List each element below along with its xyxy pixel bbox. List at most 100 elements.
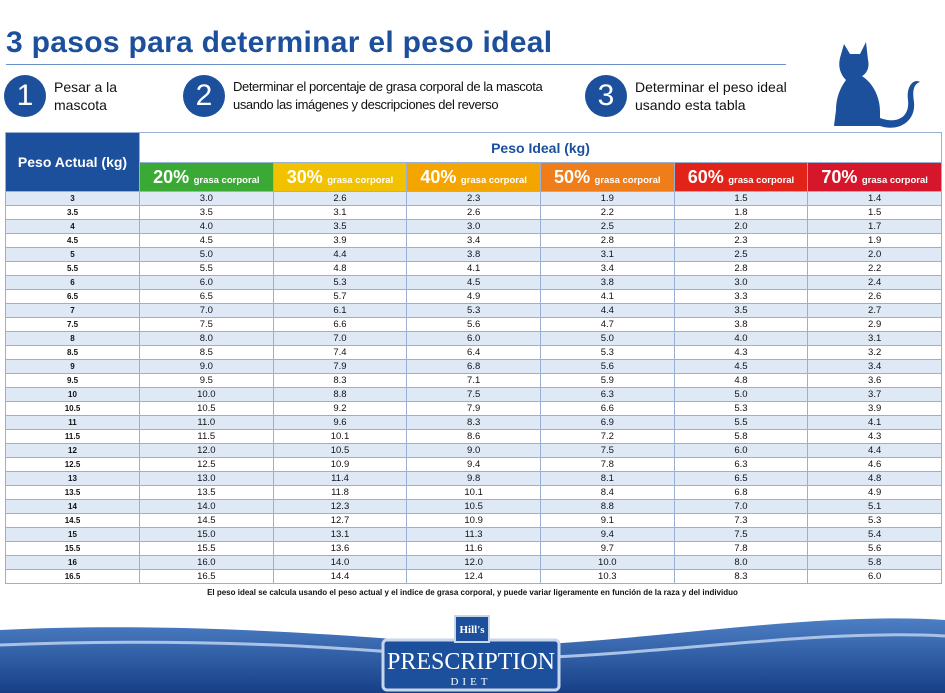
actual-weight: 8 bbox=[5, 331, 140, 346]
ideal-weight: 10.5 bbox=[406, 499, 541, 514]
ideal-weight: 4.3 bbox=[807, 429, 942, 444]
ideal-weight: 8.3 bbox=[673, 569, 809, 584]
actual-weight: 9.5 bbox=[5, 373, 140, 388]
actual-weight: 10 bbox=[5, 387, 140, 402]
ideal-weight: 2.6 bbox=[272, 191, 408, 206]
actual-weight: 16 bbox=[5, 555, 140, 570]
actual-weight: 16.5 bbox=[5, 569, 140, 584]
header-row: 20% grasa corporal 30% grasa corporal 40% … bbox=[6, 162, 942, 192]
ideal-weight: 2.3 bbox=[673, 233, 809, 248]
column-header: 70% grasa corporal bbox=[807, 162, 942, 192]
ideal-weight: 4.7 bbox=[539, 317, 675, 332]
ideal-weight: 3.4 bbox=[406, 233, 541, 248]
percent: 30% bbox=[286, 166, 323, 187]
footnote: El peso ideal se calcula usando el peso … bbox=[207, 588, 738, 597]
actual-weight: 10.5 bbox=[5, 401, 140, 416]
ideal-weight: 3.8 bbox=[406, 247, 541, 262]
ideal-weight: 14.0 bbox=[272, 555, 408, 570]
weight-table: Peso Actual (kg) Peso Ideal (kg) 20% gra… bbox=[5, 131, 942, 584]
ideal-weight: 3.0 bbox=[406, 219, 541, 234]
ideal-weight: 5.3 bbox=[673, 401, 809, 416]
table-row: 16.5 16.5 14.4 12.4 10.3 8.3 6.0 bbox=[5, 569, 942, 584]
actual-weight: 4 bbox=[5, 219, 140, 234]
ideal-weight: 4.1 bbox=[539, 289, 675, 304]
ideal-weight: 11.5 bbox=[139, 429, 274, 444]
table-row: 9.5 9.5 8.3 7.1 5.9 4.8 3.6 bbox=[5, 373, 942, 388]
ideal-weight: 10.0 bbox=[139, 387, 274, 402]
step: 1 Pesar a la mascota bbox=[4, 75, 117, 117]
ideal-weight: 4.4 bbox=[272, 247, 408, 262]
ideal-weight: 5.3 bbox=[272, 275, 408, 290]
percent-label: grasa corporal bbox=[728, 174, 795, 186]
ideal-weight: 5.0 bbox=[139, 247, 274, 262]
ideal-weight: 4.9 bbox=[807, 485, 942, 500]
ideal-weight: 9.0 bbox=[139, 359, 274, 374]
ideal-weight: 8.4 bbox=[539, 485, 675, 500]
actual-weight: 12.5 bbox=[5, 457, 140, 472]
ideal-weight: 7.5 bbox=[539, 443, 675, 458]
table-row: 5.5 5.5 4.8 4.1 3.4 2.8 2.2 bbox=[5, 261, 942, 276]
ideal-weight: 4.1 bbox=[406, 261, 541, 276]
ideal-weight: 3.1 bbox=[272, 205, 408, 220]
ideal-weight: 1.9 bbox=[539, 191, 675, 206]
ideal-weight: 6.1 bbox=[272, 303, 408, 318]
ideal-weight: 2.4 bbox=[807, 275, 942, 290]
ideal-weight: 1.5 bbox=[807, 205, 942, 220]
ideal-weight: 9.4 bbox=[539, 527, 675, 542]
ideal-weight: 10.0 bbox=[539, 555, 675, 570]
ideal-weight: 2.0 bbox=[673, 219, 809, 234]
ideal-weight: 9.8 bbox=[406, 471, 541, 486]
step: 3 Determinar el peso ideal usando esta ta… bbox=[585, 75, 787, 117]
ideal-weight: 3.9 bbox=[807, 401, 942, 416]
ideal-weight: 5.0 bbox=[673, 387, 809, 402]
percent: 60% bbox=[687, 166, 724, 187]
ideal-weight: 7.0 bbox=[139, 303, 274, 318]
table-row: 12.5 12.5 10.9 9.4 7.8 6.3 4.6 bbox=[5, 457, 942, 472]
ideal-weight: 10.9 bbox=[272, 457, 408, 472]
logo-brand: Hill's bbox=[459, 624, 485, 636]
actual-weight: 9 bbox=[5, 359, 140, 374]
ideal-weight: 3.5 bbox=[272, 219, 408, 234]
rule bbox=[6, 64, 786, 65]
ideal-weight: 13.0 bbox=[139, 471, 274, 486]
ideal-weight: 15.0 bbox=[139, 527, 274, 542]
ideal-weight: 1.9 bbox=[807, 233, 942, 248]
percent: 40% bbox=[420, 166, 457, 187]
ideal-weight: 13.5 bbox=[139, 485, 274, 500]
ideal-weight: 3.4 bbox=[807, 359, 942, 374]
ideal-weight: 2.3 bbox=[406, 191, 541, 206]
ideal-weight: 10.9 bbox=[406, 513, 541, 528]
ideal-weight: 3.0 bbox=[139, 191, 274, 206]
ideal-weight: 7.4 bbox=[272, 345, 408, 360]
step: 2 Determinar el porcentaje de grasa corp… bbox=[183, 75, 543, 117]
actual-weight: 6.5 bbox=[5, 289, 140, 304]
ideal-weight: 14.5 bbox=[139, 513, 274, 528]
ideal-weight: 7.1 bbox=[406, 373, 541, 388]
table-row: 15.5 15.5 13.6 11.6 9.7 7.8 5.6 bbox=[5, 541, 942, 556]
ideal-weight: 6.4 bbox=[406, 345, 541, 360]
ideal-weight: 6.3 bbox=[673, 457, 809, 472]
percent-label: grasa corporal bbox=[460, 174, 527, 186]
line: Pesar a la bbox=[54, 79, 118, 95]
ideal-weight: 8.0 bbox=[673, 555, 809, 570]
ideal-weight: 9.7 bbox=[539, 541, 675, 556]
table-row: 14.5 14.5 12.7 10.9 9.1 7.3 5.3 bbox=[5, 513, 942, 528]
ideal-weight: 16.5 bbox=[139, 569, 274, 584]
ideal-weight: 4.8 bbox=[673, 373, 809, 388]
ideal-weight: 4.9 bbox=[406, 289, 541, 304]
row-header: Peso Actual (kg) bbox=[5, 132, 140, 192]
ideal-weight: 2.2 bbox=[539, 205, 675, 220]
actual-weight: 14 bbox=[5, 499, 140, 514]
ideal-weight: 3.8 bbox=[673, 317, 809, 332]
ideal-weight: 7.8 bbox=[539, 457, 675, 472]
ideal-weight: 3.1 bbox=[539, 247, 675, 262]
step-text: Pesar a la mascota bbox=[54, 78, 117, 114]
actual-weight: 5.5 bbox=[5, 261, 140, 276]
line: mascota bbox=[54, 97, 107, 113]
ideal-weight: 5.6 bbox=[406, 317, 541, 332]
ideal-weight: 7.0 bbox=[673, 499, 809, 514]
ideal-weight: 11.0 bbox=[139, 415, 274, 430]
ideal-weight: 9.1 bbox=[539, 513, 675, 528]
table-row: 12 12.0 10.5 9.0 7.5 6.0 4.4 bbox=[5, 443, 942, 458]
table-row: 15 15.0 13.1 11.3 9.4 7.5 5.4 bbox=[5, 527, 942, 542]
